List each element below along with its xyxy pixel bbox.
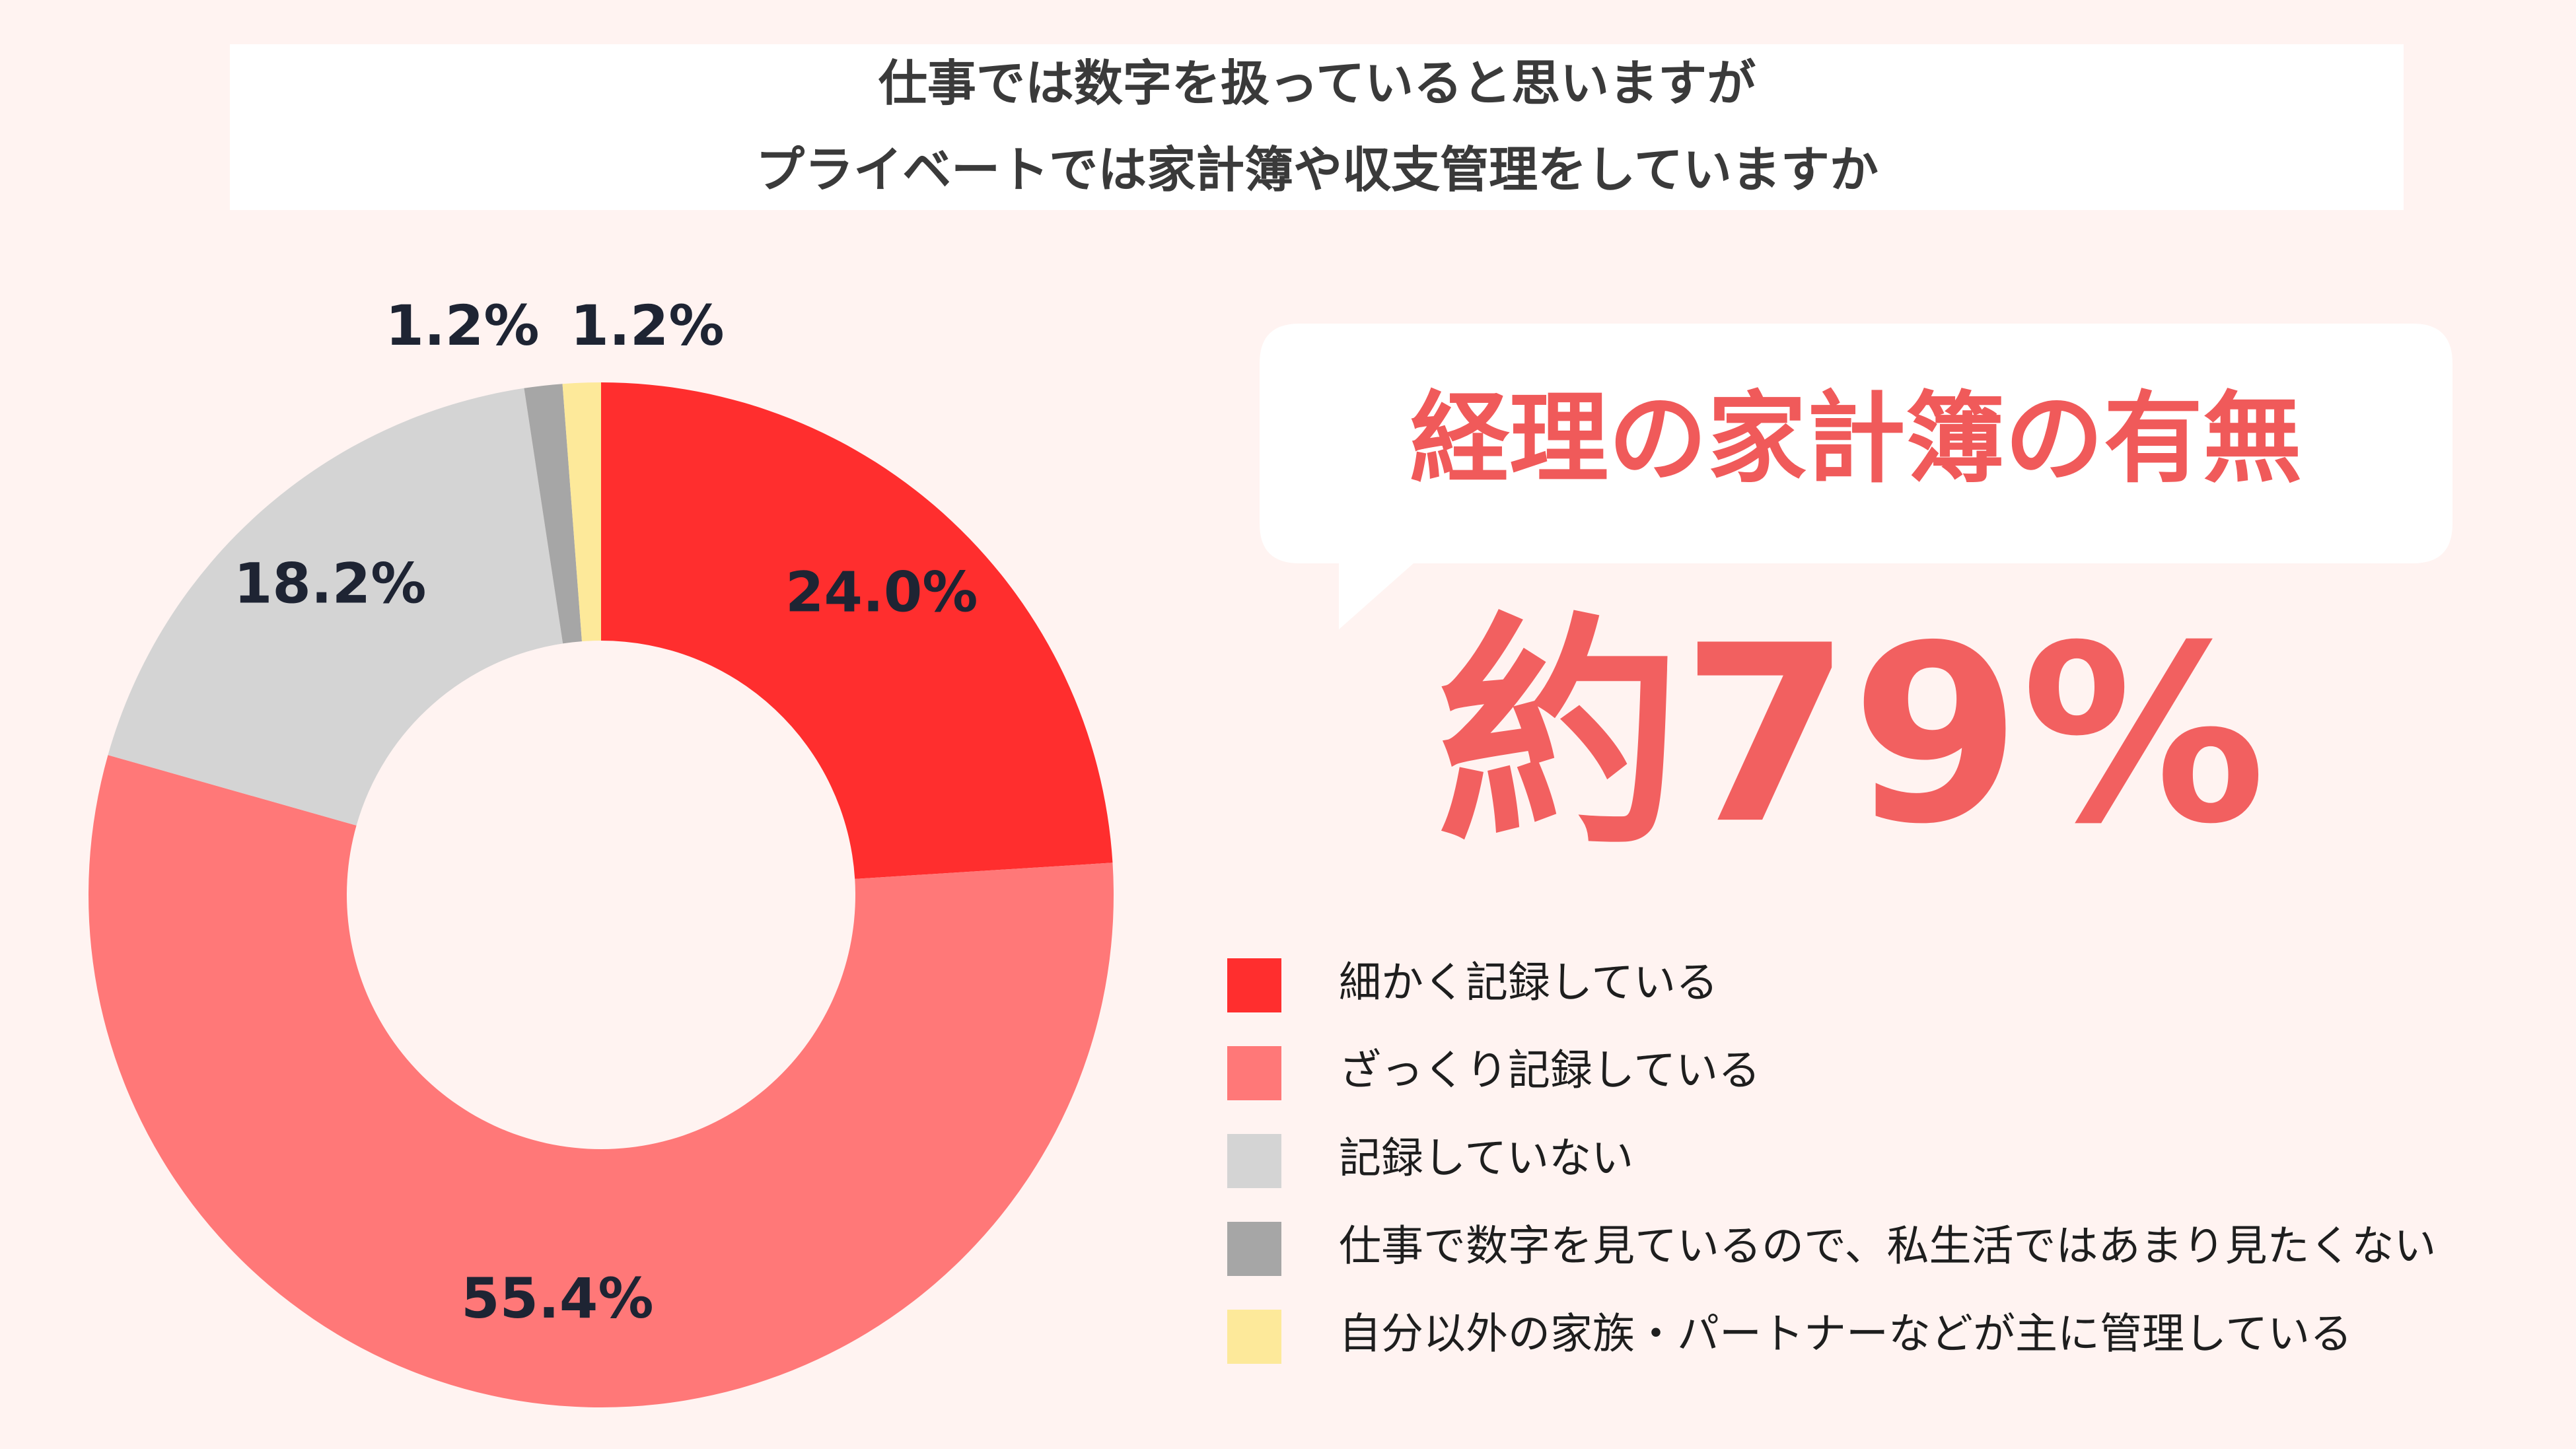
data-label: 24.0%	[785, 560, 978, 625]
donut: 24.0% 55.4% 18.2% 1.2% 1.2%	[88, 293, 1114, 1408]
donut-segment	[88, 755, 1114, 1408]
callout-bubble	[1260, 324, 2452, 629]
data-label: 1.2%	[386, 293, 540, 358]
donut-segment	[601, 382, 1113, 879]
legend-label: 細かく記録している	[1339, 959, 1718, 1008]
legend-swatch	[1227, 1222, 1281, 1276]
title-box	[230, 44, 2404, 210]
data-label: 1.2%	[571, 293, 725, 358]
legend-label: ざっくり記録している	[1339, 1047, 1760, 1096]
headline: 約79%	[1437, 594, 2266, 878]
data-label: 55.4%	[461, 1266, 653, 1331]
legend-label: 記録していない	[1339, 1135, 1633, 1184]
legend-label: 仕事で数字を見ているので、私生活ではあまり見たくない	[1339, 1222, 2436, 1271]
legend-swatch	[1227, 958, 1281, 1012]
legend-swatch	[1227, 1046, 1281, 1100]
callout-text: 経理の家計簿の有無	[1410, 382, 2302, 497]
donut-segment	[524, 384, 582, 644]
title-line: プライベートでは家計簿や収支管理をしていますか	[756, 142, 1878, 199]
donut-segment	[108, 388, 563, 826]
data-label: 18.2%	[234, 551, 426, 616]
legend-label: 自分以外の家族・パートナーなどが主に管理している	[1339, 1310, 2352, 1359]
legend-swatch	[1227, 1134, 1281, 1188]
title-line: 仕事では数字を扱っていると思いますが	[878, 55, 1756, 112]
legend: 細かく記録しているざっくり記録している記録していない仕事で数字を見ているので、私…	[1227, 958, 2436, 1364]
donut-segment	[562, 382, 601, 642]
legend-swatch	[1227, 1310, 1281, 1364]
